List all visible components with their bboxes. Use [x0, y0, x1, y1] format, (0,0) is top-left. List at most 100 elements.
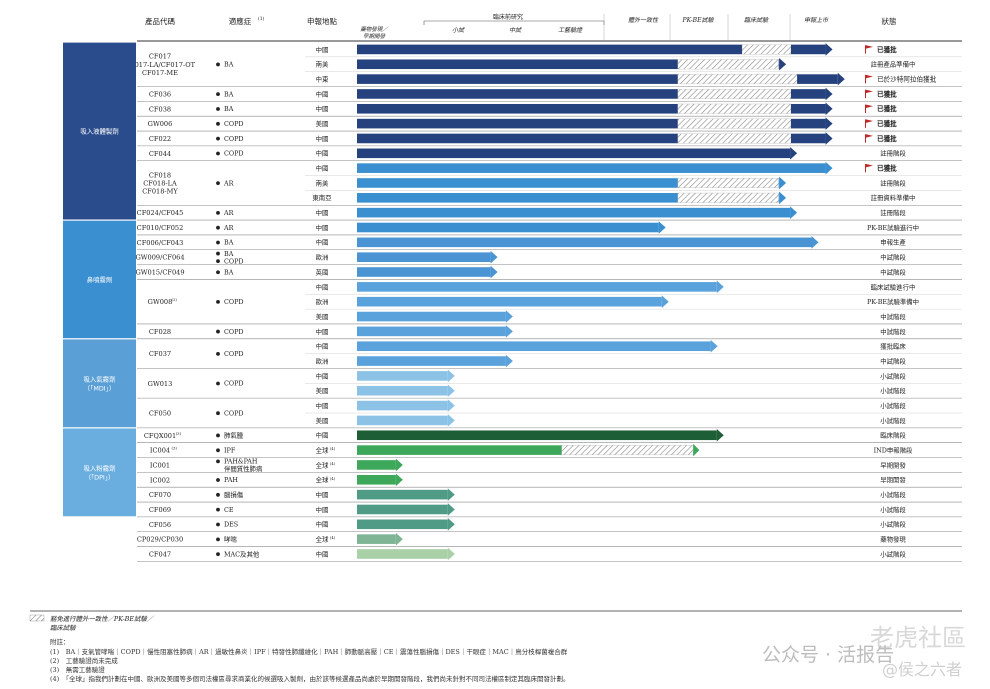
flag-icon [866, 119, 873, 123]
progress-bar-solid [357, 148, 791, 159]
product-code: CP029/CP030 [137, 536, 183, 544]
progress-bar-arrowhead [825, 43, 833, 56]
progress-bar-solid [357, 59, 678, 70]
region-label: 中國 [316, 134, 329, 143]
progress-bar-solid [357, 103, 678, 114]
status-label: 註冊階段 [880, 208, 906, 217]
watermark-author: @侯之六者 [882, 660, 963, 679]
indication-label: COPD [224, 135, 244, 143]
status-label: 已獲批 [877, 164, 897, 173]
progress-bar-solid-tail [797, 74, 838, 84]
progress-bar-solid [357, 400, 448, 411]
region-label: 中國 [316, 223, 329, 232]
indication-bullet [216, 381, 220, 386]
region-label: 南美 [316, 60, 329, 69]
product-code: GW006 [148, 120, 173, 128]
indication-bullet [216, 448, 220, 453]
indication-bullet [216, 136, 220, 141]
indication-bullet [216, 492, 220, 497]
indication-label: BA [224, 105, 234, 113]
region-label: 中國 [316, 505, 329, 514]
flag-icon [866, 89, 873, 94]
region-label: 全球 [316, 535, 329, 544]
indication-label: PAH&PAH [224, 458, 258, 466]
status-label: PK-BE試驗準備中 [867, 297, 919, 306]
indication-bullet [216, 107, 220, 111]
progress-bar-arrowhead [447, 414, 455, 427]
product-code-sup: (3) [176, 431, 182, 436]
indication-label: BA [224, 61, 234, 69]
progress-bar-solid-tail [790, 103, 826, 114]
status-label: 小試階段 [880, 416, 906, 425]
header-phase-trial: 臨床試驗 [744, 16, 769, 24]
indication-label: COPD [224, 409, 244, 417]
progress-bar-hatched [741, 44, 792, 55]
progress-bar-solid [357, 326, 506, 337]
legend-hatch-label: 豁免進行體外一致性／PK-BE試驗／ [50, 615, 155, 623]
note-3: (3) 無需工藝驗證 [50, 666, 105, 674]
progress-bar-solid [357, 133, 678, 144]
region-label: 美國 [316, 386, 329, 395]
status-label: 已獲批 [877, 134, 897, 143]
product-code: CF024/CF045 [137, 209, 184, 217]
status-label: 藥物發現 [880, 535, 906, 544]
indication-bullet [216, 300, 220, 304]
region-label: 全球 [316, 475, 329, 484]
product-code: CF028 [149, 328, 171, 336]
indication-bullet [216, 181, 220, 186]
progress-bar-arrowhead [716, 428, 724, 442]
status-label: 已於沙特阿拉伯獲批 [877, 75, 937, 84]
legend-hatch-label-2: 臨床試驗 [50, 624, 77, 632]
progress-bar-solid [357, 356, 506, 366]
region-label: 中國 [316, 238, 329, 247]
progress-bar-arrowhead [447, 503, 455, 516]
progress-bar-arrowhead [779, 191, 787, 205]
status-label: 中試階段 [880, 356, 906, 365]
progress-bar-arrowhead [447, 518, 455, 531]
region-sup: (4) [330, 462, 336, 466]
indication-label: 哮喘 [224, 535, 237, 544]
region-label: 中東 [316, 75, 329, 84]
watermark-community: 老虎社區 [870, 624, 966, 652]
product-code: GW015/CF049 [135, 269, 184, 277]
platform-label: 其他產品平台 [26, 0, 66, 4]
product-code: GW008 [148, 298, 173, 306]
progress-bar-solid [357, 430, 717, 441]
progress-bar-hatched [677, 178, 779, 188]
product-code-sup: (3) [172, 446, 178, 451]
progress-bar-arrowhead [447, 488, 455, 501]
progress-bar-solid [357, 178, 678, 188]
progress-bar-solid [357, 222, 659, 233]
region-label: 中國 [316, 520, 329, 529]
progress-bar-arrowhead [490, 265, 498, 279]
status-label: 已獲批 [877, 104, 897, 113]
indication-label: BA [224, 250, 234, 258]
indication-bullet [216, 121, 220, 126]
progress-bar-solid [357, 534, 396, 544]
header-phase-discovery-2: 早期開發 [363, 33, 387, 40]
status-label: 早期開發 [880, 475, 906, 484]
flag-icon [866, 104, 873, 108]
progress-bar-arrowhead [790, 206, 798, 219]
progress-bar-arrowhead [825, 117, 833, 130]
progress-bar-hatched [677, 192, 779, 203]
indication-bullet [216, 225, 220, 230]
progress-bar-arrowhead [661, 295, 669, 308]
progress-bar-solid [357, 252, 491, 262]
category-label: 皮質醇平台 [84, 0, 116, 2]
progress-bar-arrowhead [825, 102, 833, 116]
status-label: 中試階段 [880, 253, 906, 262]
indication-label: 腦損傷 [224, 490, 244, 499]
region-label: 中國 [316, 327, 329, 336]
region-sup: (4) [330, 477, 336, 481]
indication-bullet [216, 411, 220, 416]
flag-pole-icon [865, 74, 866, 84]
region-label: 中國 [316, 149, 329, 158]
region-label: 英國 [316, 267, 329, 276]
progress-bar-arrowhead [825, 161, 833, 175]
product-code: CF069 [149, 506, 171, 514]
product-code: CF017 [149, 53, 171, 61]
indication-bullet [216, 92, 220, 97]
product-code: CF018 [149, 171, 171, 179]
